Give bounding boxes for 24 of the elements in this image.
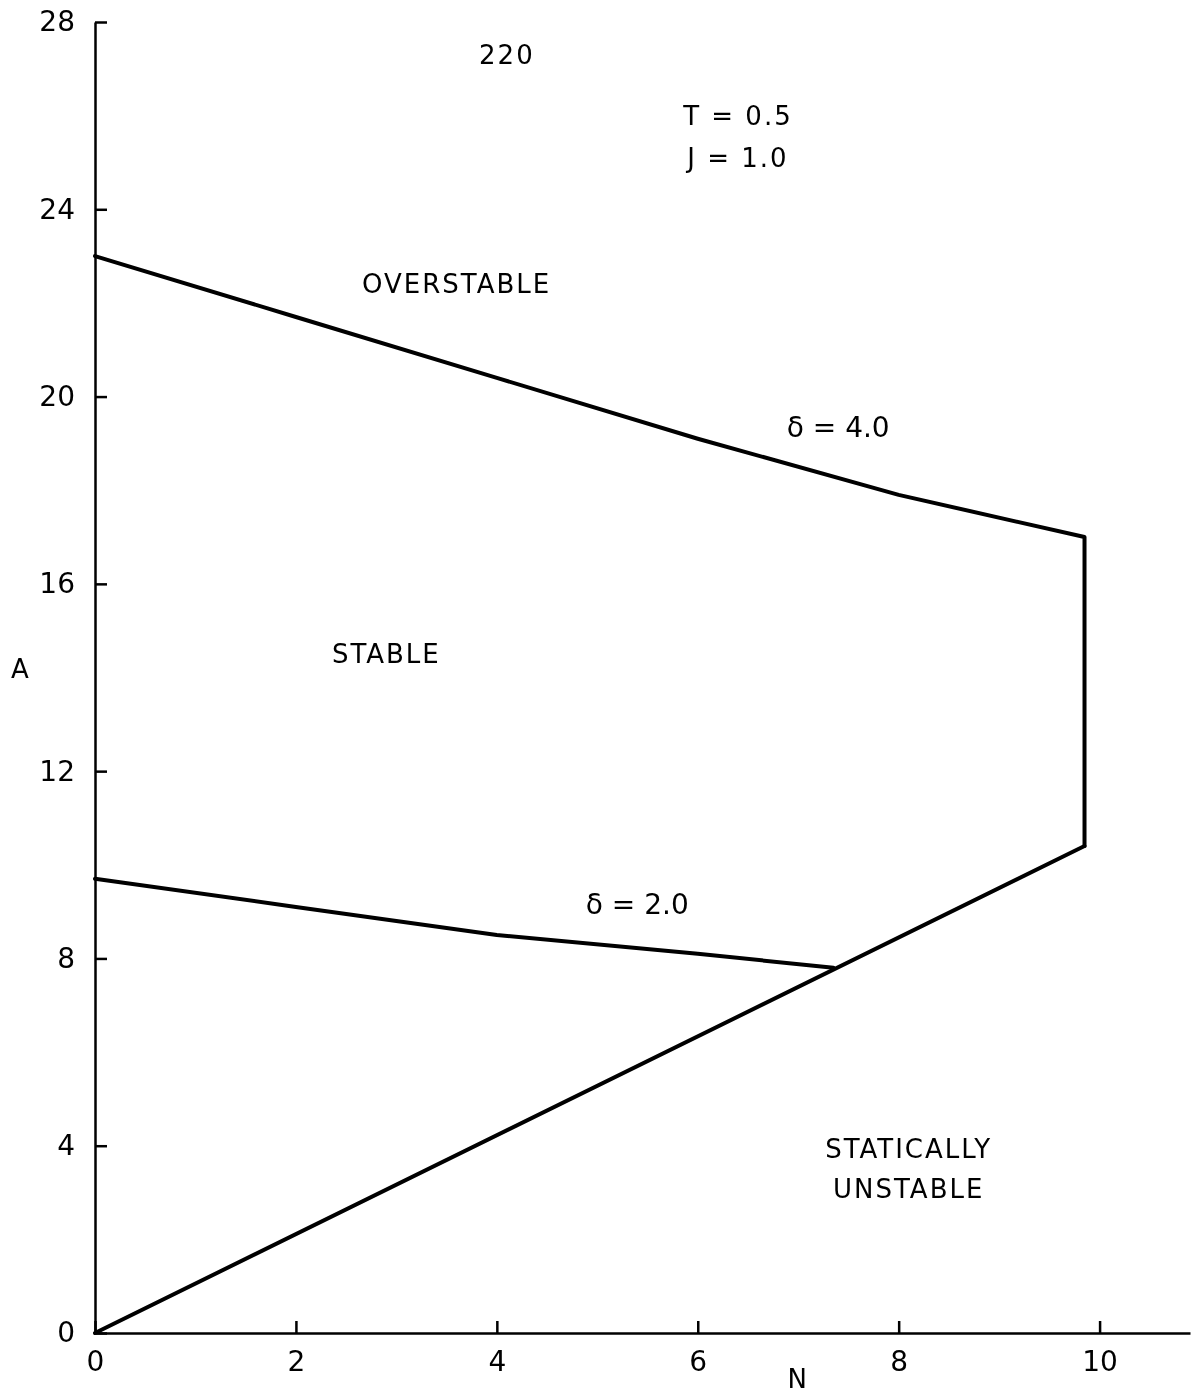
x-tick-label: 0 <box>86 1344 105 1378</box>
x-axis-title: N <box>787 1364 808 1394</box>
annotation: STATICALLY UNSTABLE <box>825 1134 993 1205</box>
series-label: δ = 2.0 <box>585 888 689 922</box>
y-tick-label: 4 <box>57 1129 75 1163</box>
annotation: 220 <box>479 39 535 70</box>
x-tick-label: 6 <box>689 1344 708 1378</box>
x-tick-label: 10 <box>1082 1344 1118 1378</box>
y-tick-label: 20 <box>39 380 75 414</box>
x-tick-label: 8 <box>890 1344 909 1378</box>
x-tick-label: 4 <box>488 1344 507 1378</box>
y-tick-label: 24 <box>39 192 75 226</box>
annotation: STABLE <box>331 639 441 670</box>
y-tick-label: 16 <box>39 567 75 601</box>
y-tick-label: 0 <box>57 1316 75 1350</box>
x-tick-label: 2 <box>287 1344 306 1378</box>
y-tick-label: 8 <box>57 941 75 975</box>
y-tick-label: 12 <box>39 754 75 788</box>
y-tick-label: 28 <box>39 5 75 39</box>
y-axis-title: A <box>11 653 30 684</box>
annotation: J = 1.0 <box>685 142 789 173</box>
annotation: T = 0.5 <box>682 100 793 131</box>
series-label: δ = 4.0 <box>786 410 890 444</box>
annotation: OVERSTABLE <box>362 269 552 300</box>
